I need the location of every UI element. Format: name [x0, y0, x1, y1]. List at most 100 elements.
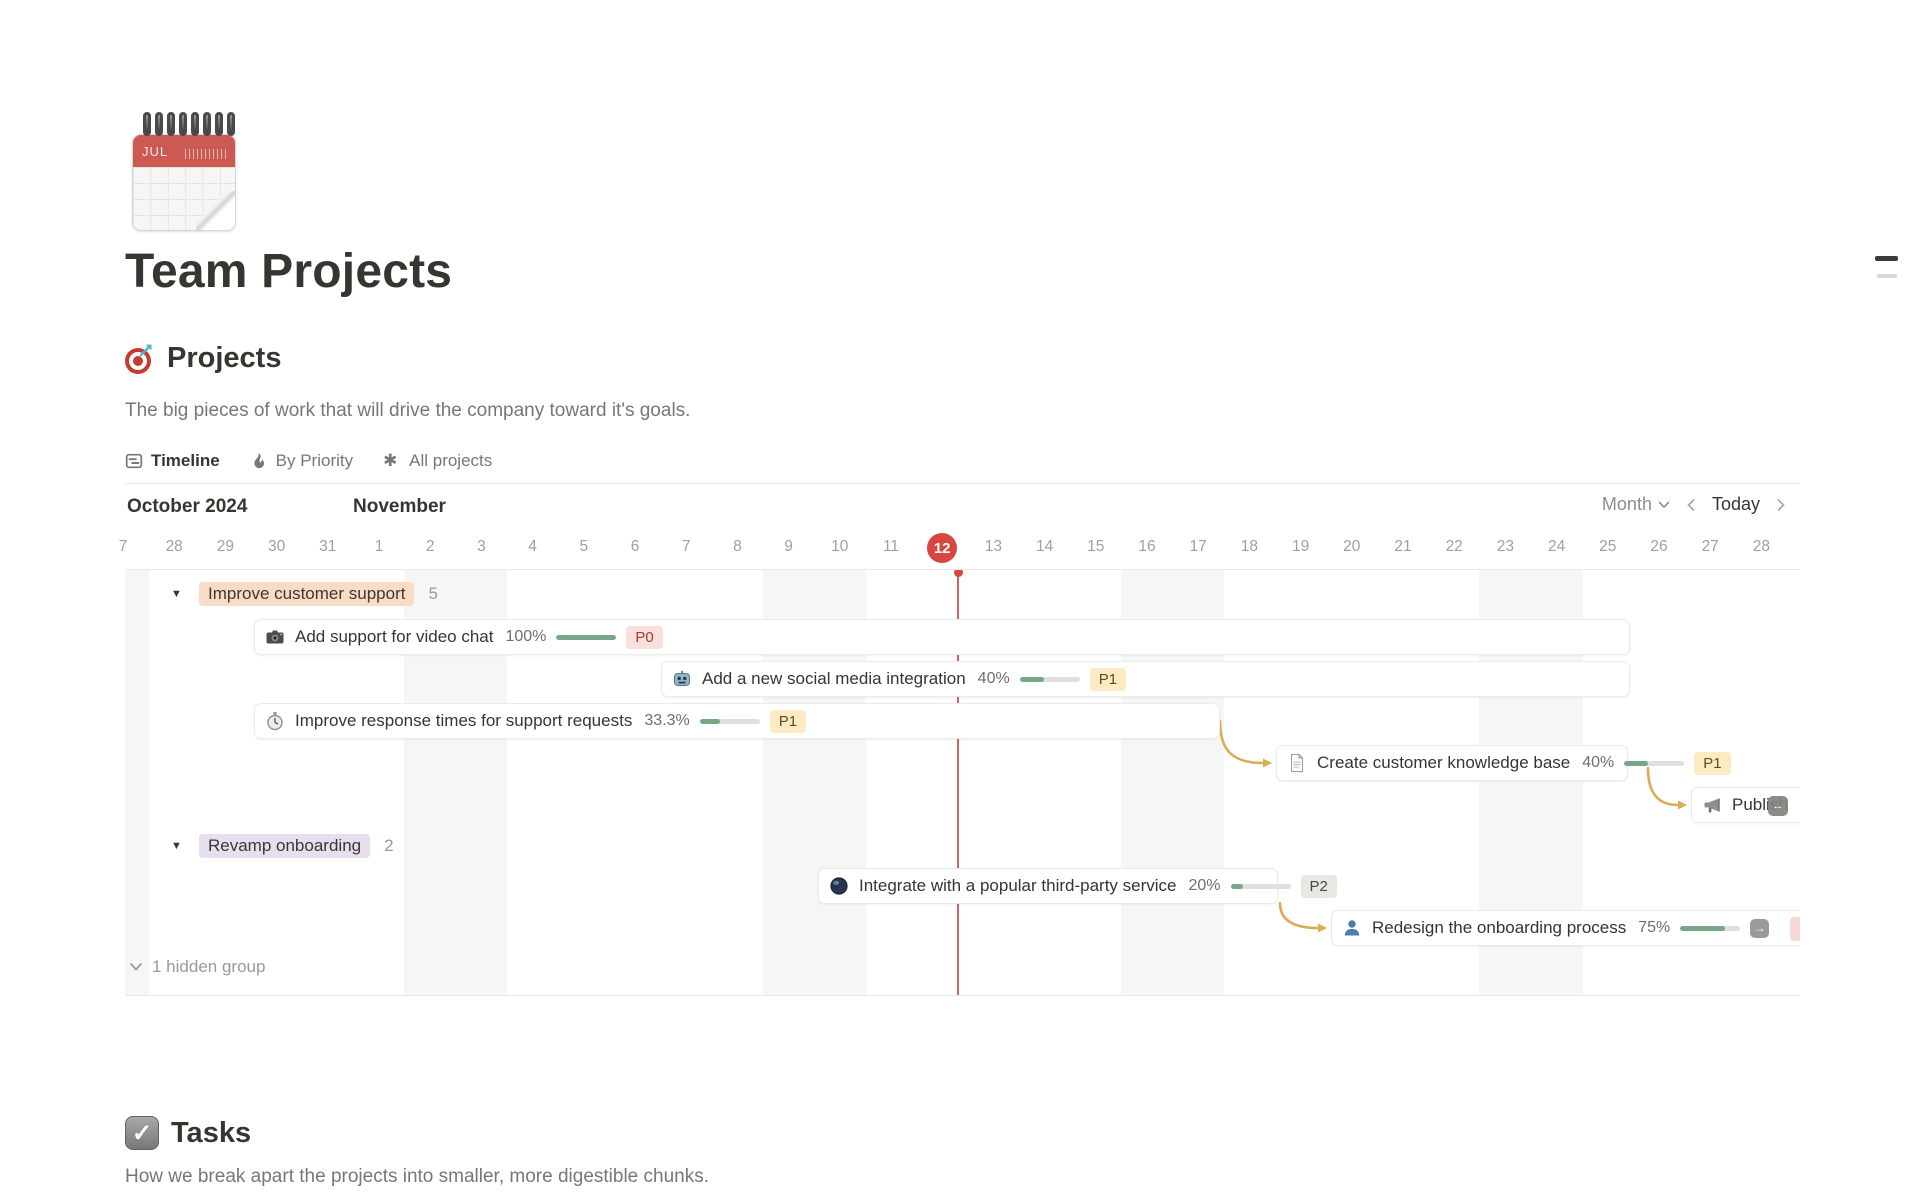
task-percent: 40% — [1582, 754, 1615, 771]
progress-bar — [1230, 883, 1291, 889]
task-name: Add a new social media integration — [702, 669, 966, 688]
timeline-grid: 1 hidden group ▼ Improve customer support… — [125, 569, 1800, 996]
person-icon — [1342, 918, 1362, 938]
asterisk-icon: ✱ — [383, 451, 398, 470]
month-label-november: November — [353, 496, 446, 517]
date-label: 30 — [267, 538, 286, 555]
hidden-group-toggle[interactable]: 1 hidden group — [129, 945, 265, 989]
collapse-triangle-icon[interactable]: ▼ — [171, 587, 182, 600]
task-bar-redesign-the-onboarding-process[interactable]: Redesign the onboarding process 75% → — [1331, 910, 1800, 946]
date-label: 24 — [1547, 538, 1566, 555]
task-percent: 40% — [977, 670, 1010, 687]
flame-icon — [250, 452, 268, 470]
task-bar-add-a-new-social-media-integration[interactable]: Add a new social media integration 40% P1 — [661, 661, 1630, 697]
date-label: 26 — [1650, 538, 1668, 555]
date-label: 3 — [477, 538, 486, 555]
spiral-ring — [191, 112, 199, 136]
task-name: Improve response times for support reque… — [295, 711, 633, 730]
task-percent: 20% — [1188, 877, 1221, 894]
task-percent: 100% — [505, 628, 547, 645]
date-label: 1 — [374, 538, 384, 555]
task-bar-improve-response-times-for-support-requests[interactable]: Improve response times for support reque… — [254, 703, 1220, 739]
date-label: 20 — [1343, 538, 1361, 555]
calendar-month-label: JUL — [142, 144, 169, 159]
tab-label: By Priority — [275, 451, 354, 470]
calendar-ticks — [185, 149, 229, 159]
chevron-down-icon — [130, 963, 142, 971]
progress-bar — [1019, 676, 1080, 682]
spiral-ring — [155, 112, 163, 136]
group-row-revamp-onboarding: ▼ Revamp onboarding 2 — [171, 832, 394, 859]
calendar-body: JUL — [132, 134, 236, 231]
next-period-button[interactable] — [1776, 498, 1786, 512]
date-label: 28 — [165, 538, 183, 555]
task-name: Integrate with a popular third-party ser… — [859, 876, 1177, 895]
chevron-left-icon — [1687, 498, 1695, 511]
date-label: 17 — [1189, 538, 1207, 555]
date-label: 6 — [630, 538, 640, 555]
megaphone-icon — [1702, 795, 1722, 815]
task-name: Create customer knowledge base — [1317, 753, 1571, 772]
tab-label: All projects — [409, 451, 493, 470]
view-tabs: Timeline By Priority ✱ All projects — [125, 444, 492, 478]
tab-label: Timeline — [151, 451, 220, 470]
spiral-calendar-icon[interactable]: JUL — [132, 112, 236, 232]
move-cursor-icon: ↔ — [1768, 796, 1788, 816]
tab-timeline[interactable]: Timeline — [125, 451, 220, 471]
date-label: 7 — [118, 538, 128, 555]
checkbox-icon: ✓ — [125, 1116, 159, 1150]
date-label: 9 — [784, 538, 793, 555]
task-percent: 33.3% — [644, 712, 690, 729]
tasks-description: How we break apart the projects into sma… — [125, 1166, 709, 1187]
robot-icon — [672, 669, 692, 689]
projects-description: The big pieces of work that will drive t… — [125, 400, 691, 421]
collapse-handle[interactable] — [1875, 256, 1898, 261]
tab-by-priority[interactable]: By Priority — [250, 451, 353, 471]
date-label: 13 — [984, 538, 1003, 555]
spiral-ring — [203, 112, 211, 136]
task-name: Redesign the onboarding process — [1372, 918, 1627, 937]
date-label: 27 — [1701, 538, 1719, 555]
date-label: 16 — [1138, 538, 1156, 555]
priority-badge: P1 — [1694, 751, 1731, 775]
clipped-priority-badge — [1790, 917, 1800, 941]
today-button[interactable]: Today — [1711, 494, 1760, 514]
task-percent: 75% — [1638, 919, 1671, 936]
date-label: 29 — [216, 538, 235, 555]
date-label: 8 — [733, 538, 742, 555]
group-count: 2 — [384, 835, 394, 855]
task-bar-publish[interactable]: Publish ↔ — [1691, 787, 1800, 823]
task-bar-add-support-for-video-chat[interactable]: Add support for video chat 100% P0 — [254, 619, 1630, 655]
group-row-improve-customer-support: ▼ Improve customer support 5 — [171, 580, 438, 607]
month-label-october: October 2024 — [127, 496, 248, 517]
projects-section-header: Projects — [125, 342, 281, 375]
spiral-ring — [179, 112, 187, 136]
task-bar-integrate-with-a-popular-third-party-service[interactable]: Integrate with a popular third-party ser… — [818, 868, 1337, 904]
group-pill[interactable]: Improve customer support — [199, 581, 415, 606]
prev-period-button[interactable] — [1686, 498, 1696, 512]
task-name: Add support for video chat — [295, 627, 494, 646]
priority-badge: P2 — [1300, 874, 1337, 898]
tasks-section-header: ✓ Tasks — [125, 1116, 251, 1150]
zoom-level-dropdown[interactable]: Month — [1602, 494, 1670, 515]
page-title: Team Projects — [125, 245, 453, 298]
date-label: 11 — [882, 538, 900, 555]
calendar-page-curl — [196, 191, 235, 230]
date-label: 10 — [831, 538, 849, 555]
timeline-icon — [125, 452, 143, 470]
task-bar-create-customer-knowledge-base[interactable]: Create customer knowledge base 40% P1 — [1276, 745, 1731, 781]
chevron-down-icon — [1658, 501, 1670, 508]
group-pill[interactable]: Revamp onboarding — [199, 833, 371, 858]
orb-icon — [829, 876, 849, 896]
dependency-handle[interactable]: → — [1750, 918, 1770, 938]
spiral-ring — [143, 112, 151, 136]
date-label: 31 — [319, 538, 337, 555]
collapse-triangle-icon[interactable]: ▼ — [171, 839, 182, 852]
tab-all-projects[interactable]: ✱ All projects — [383, 451, 492, 471]
timeline-month-header: October 2024 November Month Today — [125, 484, 1800, 528]
date-label: 18 — [1240, 538, 1259, 555]
group-count: 5 — [428, 583, 438, 603]
progress-bar — [556, 634, 617, 640]
tasks-section-title: Tasks — [171, 1116, 252, 1149]
